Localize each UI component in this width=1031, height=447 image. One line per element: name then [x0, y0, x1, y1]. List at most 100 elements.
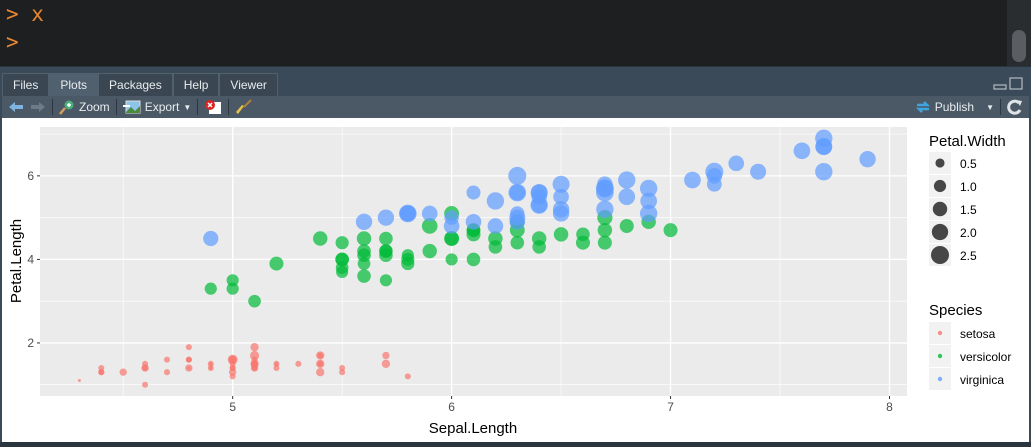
- data-point-versicolor: [313, 231, 328, 246]
- data-point-virginica: [421, 205, 438, 222]
- arrow-right-icon: [31, 102, 45, 112]
- data-point-virginica: [443, 218, 460, 234]
- data-point-virginica: [552, 175, 570, 193]
- data-point-virginica: [618, 171, 636, 189]
- minimize-pane-icon[interactable]: [993, 77, 1007, 91]
- data-point-setosa: [209, 366, 213, 370]
- console[interactable]: > x >: [0, 0, 1031, 66]
- dropdown-arrow-icon: ▼: [986, 102, 994, 112]
- data-point-versicolor: [356, 231, 372, 246]
- data-point-virginica: [793, 142, 811, 160]
- publish-button[interactable]: Publish ▼: [909, 96, 1000, 118]
- tab-packages[interactable]: Packages: [98, 73, 173, 97]
- data-point-setosa: [163, 369, 171, 376]
- color-legend-symbol: [937, 353, 943, 359]
- data-point-setosa: [295, 360, 302, 367]
- refresh-button[interactable]: [1001, 96, 1029, 118]
- x-tick-label: 8: [886, 400, 893, 414]
- data-point-virginica: [859, 150, 876, 168]
- data-point-setosa: [382, 351, 390, 360]
- data-point-versicolor: [248, 294, 261, 308]
- publish-label: Publish: [934, 100, 975, 114]
- data-point-versicolor: [445, 253, 458, 266]
- data-point-setosa: [185, 364, 193, 372]
- data-point-setosa: [227, 354, 238, 365]
- pane-tabs: Files Plots Packages Help Viewer: [2, 73, 278, 97]
- magnifier-plus-icon: [59, 100, 74, 115]
- data-point-versicolor: [204, 282, 217, 295]
- data-point-setosa: [251, 360, 258, 367]
- data-point-versicolor: [226, 282, 239, 295]
- data-point-setosa: [163, 356, 171, 363]
- remove-plot-button[interactable]: [198, 96, 228, 118]
- x-axis-title: Sepal.Length: [429, 420, 517, 437]
- data-point-setosa: [142, 381, 149, 388]
- data-point-versicolor: [335, 252, 349, 267]
- data-point-versicolor: [401, 252, 415, 266]
- tab-plots[interactable]: Plots: [49, 73, 99, 97]
- data-point-versicolor: [553, 227, 569, 242]
- export-label: Export: [144, 100, 180, 114]
- y-tick-label: 4: [27, 252, 34, 266]
- data-point-virginica: [486, 192, 505, 210]
- data-point-setosa: [251, 356, 258, 363]
- y-axis-title: Petal.Length: [8, 219, 25, 303]
- data-point-setosa: [273, 364, 280, 372]
- data-point-setosa: [316, 359, 325, 368]
- data-point-virginica: [706, 176, 722, 192]
- x-tick-label: 5: [229, 400, 236, 414]
- tab-help[interactable]: Help: [172, 73, 220, 97]
- data-point-versicolor: [510, 235, 525, 250]
- data-point-virginica: [618, 188, 636, 206]
- plots-pane: Files Plots Packages Help Viewer Zoom Ex…: [0, 67, 1031, 442]
- data-point-versicolor: [357, 269, 371, 283]
- size-legend-symbol: [933, 179, 947, 193]
- export-button[interactable]: Export ▼: [117, 96, 198, 118]
- data-point-versicolor: [226, 274, 239, 287]
- data-point-virginica: [815, 138, 832, 155]
- data-point-virginica: [553, 188, 569, 205]
- zoom-button[interactable]: Zoom: [53, 96, 116, 118]
- data-point-setosa: [207, 360, 214, 367]
- scrollbar-thumb[interactable]: [1012, 30, 1026, 62]
- console-scrollbar[interactable]: [1007, 0, 1031, 66]
- plots-toolbar: Zoom Export ▼ Publish ▼: [2, 96, 1029, 118]
- data-point-versicolor: [597, 235, 612, 250]
- clear-all-button[interactable]: [229, 96, 259, 118]
- data-point-versicolor: [488, 240, 503, 254]
- refresh-icon: [1007, 99, 1022, 115]
- data-point-virginica: [640, 192, 657, 210]
- data-point-setosa: [119, 368, 127, 376]
- data-point-setosa: [98, 364, 105, 372]
- data-point-setosa: [229, 364, 236, 372]
- data-point-setosa: [250, 342, 259, 352]
- data-point-virginica: [399, 205, 416, 222]
- console-prompt: >: [6, 30, 19, 54]
- data-point-versicolor: [269, 256, 284, 271]
- size-legend-label: 2.5: [960, 249, 977, 263]
- data-point-virginica: [552, 201, 570, 218]
- color-legend-label: setosa: [960, 327, 996, 341]
- data-point-versicolor: [619, 218, 634, 234]
- data-point-versicolor: [422, 243, 437, 259]
- data-point-virginica: [596, 200, 614, 218]
- data-point-setosa: [339, 369, 346, 376]
- back-button[interactable]: [2, 96, 30, 118]
- size-legend-symbol: [931, 223, 949, 241]
- data-point-versicolor: [379, 231, 393, 246]
- data-point-versicolor: [379, 248, 393, 263]
- zoom-label: Zoom: [79, 100, 110, 114]
- maximize-pane-icon[interactable]: [1009, 77, 1023, 91]
- tab-files[interactable]: Files: [2, 73, 50, 97]
- data-point-versicolor: [663, 223, 678, 238]
- x-tick-label: 6: [448, 400, 455, 414]
- data-point-setosa: [381, 359, 391, 368]
- data-point-versicolor: [444, 231, 460, 246]
- data-point-versicolor: [575, 235, 590, 250]
- tab-viewer[interactable]: Viewer: [219, 73, 278, 97]
- forward-button[interactable]: [30, 96, 52, 118]
- data-point-virginica: [509, 209, 526, 226]
- broom-icon: [236, 99, 253, 114]
- color-legend-symbol: [937, 330, 943, 336]
- color-legend-symbol: [937, 376, 943, 382]
